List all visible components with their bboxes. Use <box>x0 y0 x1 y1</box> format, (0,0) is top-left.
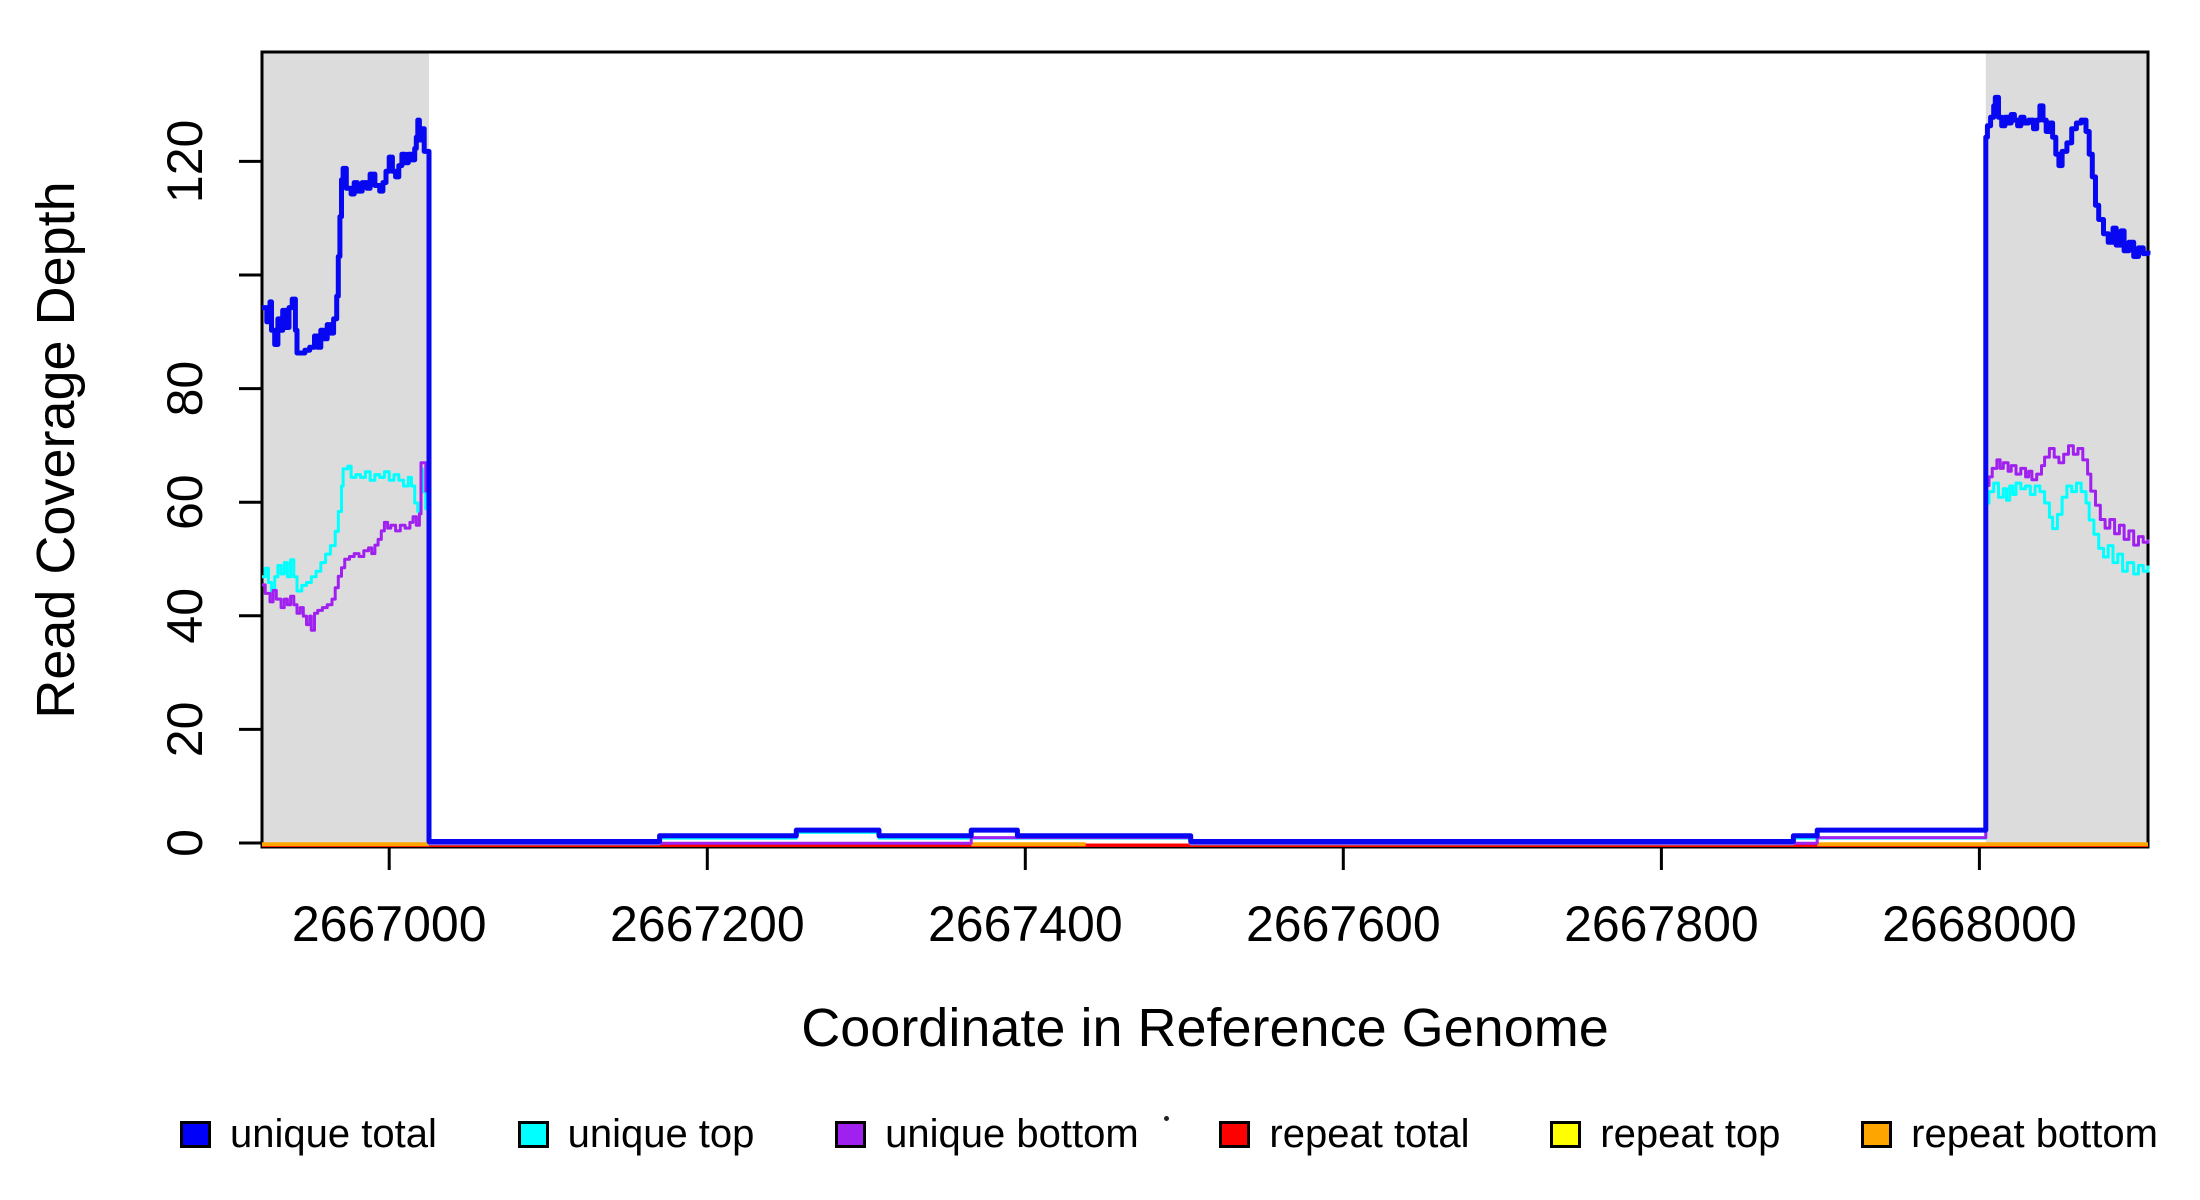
legend-swatch-repeat-top-icon <box>1550 1120 1582 1148</box>
axis-ticks: 2667000 2667200 2667400 2667600 2667800 26680… <box>157 120 2077 952</box>
legend-item-unique-top: unique top <box>517 1111 755 1157</box>
x-tick-label: 2667800 <box>1564 896 1759 952</box>
series-unique-bottom <box>262 444 2150 845</box>
legend-item-repeat-top: repeat top <box>1550 1112 1780 1157</box>
legend-swatch-repeat-bottom-icon <box>1861 1120 1893 1148</box>
chart-area: 2667000 2667200 2667400 2667600 2667800 26680… <box>26 50 2151 1058</box>
plot-border <box>260 50 2150 849</box>
x-tick-label: 2667600 <box>1246 896 1441 952</box>
y-tick-label: 80 <box>157 361 213 417</box>
legend-swatch-unique-top-icon <box>517 1120 549 1148</box>
legend-label: repeat top <box>1600 1111 1781 1156</box>
y-tick-label: 120 <box>157 120 213 203</box>
shaded-bands <box>262 52 2148 847</box>
legend: unique total unique top unique bottom re… <box>180 1104 2158 1164</box>
series-unique-top <box>262 464 2150 846</box>
legend-label: unique total <box>230 1111 437 1156</box>
x-tick-label: 2667000 <box>292 896 487 952</box>
y-tick-label: 20 <box>157 702 213 758</box>
legend-item-unique-bottom: unique bottom <box>835 1112 1139 1157</box>
legend-label: unique top <box>567 1111 755 1156</box>
y-tick-label: 0 <box>157 829 213 857</box>
x-tick-label: 2667200 <box>610 896 805 952</box>
shaded-region <box>1985 52 2148 847</box>
legend-item-repeat-total: repeat total <box>1219 1111 1470 1157</box>
y-tick-label: 60 <box>157 474 213 530</box>
legend-swatch-unique-bottom-icon <box>835 1120 867 1148</box>
legend-label: repeat bottom <box>1911 1111 2158 1156</box>
legend-swatch-unique-total-icon <box>180 1120 211 1148</box>
legend-label: unique bottom <box>885 1111 1139 1156</box>
x-tick-label: 2667400 <box>928 896 1123 952</box>
y-tick-label: 40 <box>157 588 213 644</box>
x-axis-title: Coordinate in Reference Genome <box>801 998 1608 1058</box>
series-unique-total <box>262 94 2151 844</box>
series-lines <box>262 94 2151 847</box>
legend-item-unique-total: unique total <box>180 1112 437 1157</box>
x-tick-label: 2668000 <box>1882 896 2077 952</box>
stray-dot <box>1164 1116 1169 1121</box>
legend-label: repeat total <box>1269 1111 1470 1156</box>
coverage-plot: 2667000 2667200 2667400 2667600 2667800 26680… <box>26 50 2151 1058</box>
legend-swatch-repeat-total-icon <box>1219 1120 1251 1148</box>
y-axis-title: Read Coverage Depth <box>26 181 86 718</box>
legend-item-repeat-bottom: repeat bottom <box>1861 1112 2158 1157</box>
